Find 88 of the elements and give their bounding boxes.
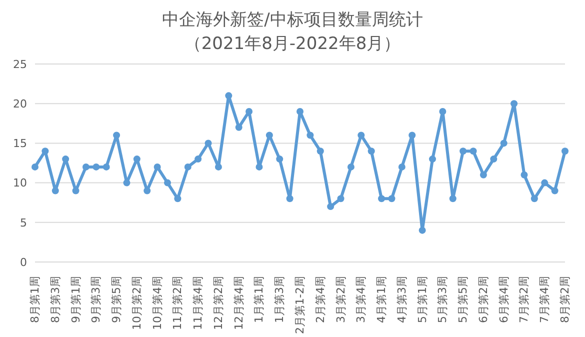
point xyxy=(470,148,477,155)
y-tick-label: 10 xyxy=(13,176,27,190)
point xyxy=(337,195,344,202)
point xyxy=(398,163,406,170)
x-tick-label: 3月第4周 xyxy=(354,276,368,323)
x-tick-label: 6月第2周 xyxy=(476,276,490,323)
x-tick-label: 8月第2周 xyxy=(558,276,572,323)
x-tick-label: 5月第1周 xyxy=(416,276,429,323)
x-tick-label: 9月第3周 xyxy=(90,276,103,323)
chart-subtitle: （2021年8月-2022年8月） xyxy=(183,33,402,56)
point xyxy=(194,156,202,163)
point xyxy=(500,140,508,147)
point xyxy=(439,108,446,116)
point xyxy=(164,179,171,186)
point xyxy=(102,163,110,170)
point xyxy=(449,195,456,202)
point xyxy=(214,163,222,170)
x-tick-label: 9月第1周 xyxy=(69,276,82,323)
point xyxy=(429,156,436,163)
y-tick-label: 5 xyxy=(20,216,27,230)
point xyxy=(92,163,100,170)
x-tick-label: 11月第2周 xyxy=(171,276,184,330)
point xyxy=(42,148,49,155)
point xyxy=(551,187,558,194)
point xyxy=(541,179,548,186)
point xyxy=(388,195,396,202)
point xyxy=(378,195,386,202)
x-tick-label: 10月第2周 xyxy=(130,276,144,330)
point xyxy=(306,132,314,139)
y-tick-label: 20 xyxy=(13,98,27,111)
point xyxy=(358,132,365,139)
chart-title: 中企海外新签/中标项目数量周统计 xyxy=(161,9,424,32)
x-tick-label: 8月第3周 xyxy=(48,276,62,323)
point xyxy=(480,171,487,178)
point xyxy=(266,132,273,139)
point xyxy=(327,203,334,210)
x-tick-label: 9月第5周 xyxy=(110,276,124,323)
point xyxy=(184,163,192,170)
point xyxy=(286,195,294,202)
x-tick-label: 4月第3周 xyxy=(395,276,408,323)
x-tick-label: 2月第1-2周 xyxy=(294,276,306,334)
x-tick-label: 5月第5周 xyxy=(456,276,470,323)
point xyxy=(174,195,182,202)
point xyxy=(296,108,304,116)
x-tick-label: 4月第1周 xyxy=(375,276,388,323)
point xyxy=(510,100,518,108)
point xyxy=(72,187,80,194)
point xyxy=(276,156,284,163)
y-tick-label: 15 xyxy=(13,137,27,150)
point xyxy=(460,148,467,155)
point xyxy=(52,187,59,194)
point xyxy=(316,148,324,155)
x-tick-label: 1月第1周 xyxy=(252,276,266,323)
point xyxy=(144,187,151,194)
point xyxy=(225,92,232,100)
x-tick-label: 7月第2周 xyxy=(518,276,531,323)
y-tick-label: 25 xyxy=(13,58,27,71)
x-tick-label: 5月第3周 xyxy=(436,276,450,323)
x-tick-label: 7月第4周 xyxy=(538,276,552,323)
point xyxy=(32,163,38,170)
point xyxy=(347,163,354,170)
x-tick-label: 12月第4周 xyxy=(232,276,246,330)
point xyxy=(246,108,253,116)
point xyxy=(562,148,568,155)
point xyxy=(418,226,426,234)
point xyxy=(235,124,242,131)
x-tick-label: 6月第4周 xyxy=(497,276,510,323)
point xyxy=(490,156,498,163)
x-tick-label: 2月第4周 xyxy=(314,276,327,323)
x-tick-label: 12月第2周 xyxy=(212,276,225,330)
point xyxy=(82,163,90,170)
point xyxy=(113,132,120,139)
x-tick-label: 8月第1周 xyxy=(28,276,42,323)
point xyxy=(154,163,161,170)
x-tick-label: 1月第3周 xyxy=(273,276,286,323)
point xyxy=(530,195,538,202)
point xyxy=(368,148,375,155)
point xyxy=(520,171,528,178)
point xyxy=(204,140,212,147)
point xyxy=(256,163,263,170)
x-tick-label: 10月第4周 xyxy=(150,276,164,330)
x-tick-label: 11月第4周 xyxy=(192,276,205,330)
point xyxy=(133,156,140,163)
point xyxy=(62,156,70,163)
y-tick-label: 0 xyxy=(20,256,27,269)
x-tick-label: 3月第2周 xyxy=(334,276,348,323)
point xyxy=(123,179,130,186)
point xyxy=(408,132,416,139)
